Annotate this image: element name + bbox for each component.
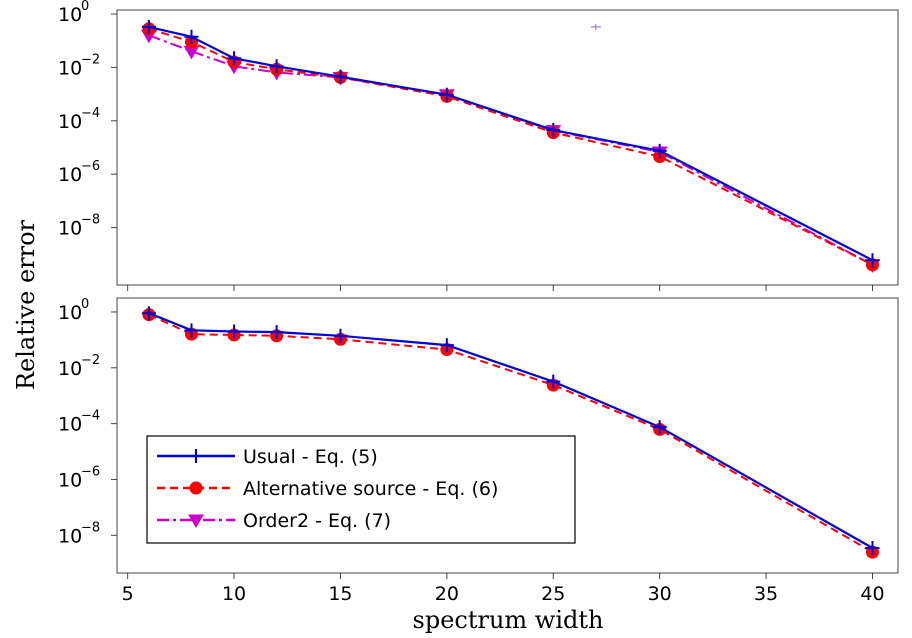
stray-plus-marker [590, 23, 601, 30]
svg-text:−6: −6 [81, 159, 100, 174]
data-point [439, 87, 454, 102]
y-tick-label: 10−8 [58, 213, 100, 240]
legend-item: Usual - Eq. (5) [157, 446, 378, 468]
data-point [546, 374, 561, 389]
data-point [227, 324, 242, 339]
data-point [652, 143, 667, 158]
svg-text:10: 10 [58, 111, 82, 133]
legend-item: Alternative source - Eq. (6) [157, 478, 498, 500]
legend: Usual - Eq. (5) Alternative source - Eq. … [146, 435, 576, 544]
svg-text:10: 10 [58, 469, 82, 491]
svg-text:−2: −2 [81, 353, 100, 368]
svg-text:0: 0 [81, 297, 89, 312]
y-tick-label: 100 [58, 297, 89, 324]
svg-text:−4: −4 [81, 409, 100, 424]
x-tick-label: 20 [435, 583, 459, 605]
x-tick-label: 15 [328, 583, 352, 605]
data-point [227, 51, 242, 66]
svg-text:10: 10 [58, 218, 82, 240]
data-point [333, 328, 348, 343]
y-tick-label: 10−2 [58, 353, 100, 380]
y-tick-label: 10−8 [58, 520, 100, 547]
legend-marker [189, 449, 203, 463]
svg-text:10: 10 [58, 414, 82, 436]
series-top-2 [142, 22, 879, 272]
y-axis-label: Relative error [12, 219, 40, 390]
x-tick-label: 35 [754, 583, 778, 605]
series-top-1 [141, 19, 880, 268]
x-tick-label: 25 [541, 583, 565, 605]
svg-text:−4: −4 [81, 106, 100, 121]
legend-item: Order2 - Eq. (7) [157, 510, 391, 532]
data-point [546, 123, 561, 138]
svg-text:−2: −2 [81, 52, 100, 67]
y-tick-label: 10−6 [58, 464, 100, 491]
legend-label: Order2 - Eq. (7) [243, 510, 391, 532]
series-top-3 [141, 29, 881, 273]
svg-text:10: 10 [58, 302, 82, 324]
legend-label: Alternative source - Eq. (6) [243, 478, 498, 500]
data-point [652, 420, 667, 435]
legend-frame [146, 435, 576, 544]
x-axis-label: spectrum width [413, 606, 604, 634]
svg-text:10: 10 [58, 525, 82, 547]
panel-top-frame [116, 9, 899, 286]
y-tick-label: 10−4 [58, 409, 100, 436]
svg-text:−6: −6 [81, 464, 100, 479]
data-point [269, 325, 284, 340]
svg-text:0: 0 [81, 0, 89, 14]
panel-bottom-frame [116, 297, 899, 574]
series-line [148, 25, 874, 262]
data-point [865, 253, 880, 268]
svg-text:−8: −8 [81, 213, 100, 228]
series-line [148, 34, 873, 266]
series-line [148, 27, 873, 266]
y-tick-label: 10−2 [58, 52, 100, 79]
svg-text:10: 10 [58, 57, 82, 79]
x-tick-label: 5 [122, 583, 134, 605]
y-tick-label: 100 [58, 0, 89, 26]
x-tick-label: 30 [648, 583, 672, 605]
legend-label: Usual - Eq. (5) [243, 446, 378, 468]
y-tick-label: 10−4 [58, 106, 100, 133]
data-point [439, 338, 454, 353]
legend-marker [188, 514, 204, 528]
data-point [141, 19, 156, 34]
svg-text:10: 10 [58, 358, 82, 380]
data-point [141, 306, 156, 321]
x-tick-label: 10 [222, 583, 246, 605]
svg-text:10: 10 [58, 164, 82, 186]
data-point [865, 541, 880, 556]
svg-text:−8: −8 [81, 520, 100, 535]
x-tick-label: 40 [860, 583, 884, 605]
data-point [269, 59, 284, 74]
series-bottom-1 [141, 306, 880, 556]
legend-marker [189, 481, 203, 495]
data-point [184, 29, 199, 44]
y-tick-label: 10−6 [58, 159, 100, 186]
data-point [333, 69, 348, 84]
svg-text:10: 10 [58, 4, 82, 26]
data-point [184, 323, 199, 338]
